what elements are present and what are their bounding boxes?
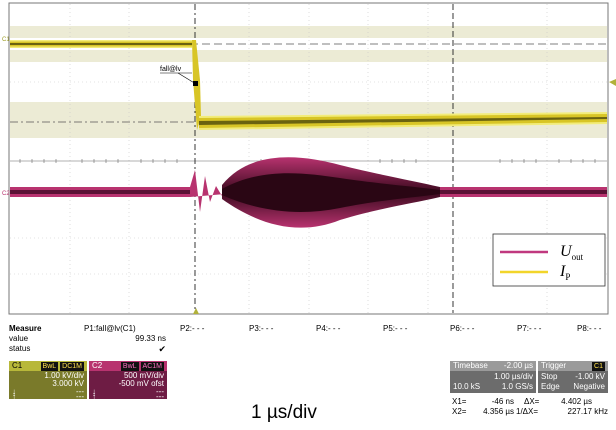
measure-row-label: value [9, 334, 29, 343]
c1-row4-value: --- [76, 392, 84, 401]
cursor-inv-dx-label: 1/ΔX= [516, 407, 539, 416]
c2-down-arrow-icon: ↓ [92, 387, 96, 396]
trigger-point-marker [160, 72, 198, 86]
legend-label-uout: Uout [560, 243, 584, 262]
c2-scale: 500 mV/div [123, 371, 164, 380]
waveform-display: C1 C2 fall@lv Uout IP [2, 2, 616, 315]
c2-offset: -500 mV ofst [118, 379, 164, 388]
time-scale-caption: 1 µs/div [251, 402, 317, 423]
measure-param-p3[interactable]: P3:- - - [249, 324, 274, 333]
measure-status-check-icon: ✔ [158, 344, 166, 354]
cursor-inv-dx-value: 227.17 kHz [567, 407, 608, 416]
cursor-x1-value: -46 ns [491, 397, 514, 406]
timebase-label: Timebase [453, 361, 488, 370]
c2-panel-label: C2 [92, 361, 103, 370]
measure-param-p1[interactable]: P1:fall@lv(C1) [84, 324, 136, 333]
c1-up-arrow-icon: ↑ [12, 392, 16, 401]
legend-label-ip: IP [559, 263, 570, 282]
timebase-samples: 10.0 kS [453, 382, 481, 391]
trigger-level: -1.00 kV [575, 372, 605, 381]
trigger-slope: Negative [573, 382, 605, 391]
trigger-time-arrow[interactable] [193, 308, 199, 314]
measure-row-label: status [9, 344, 31, 353]
measure-param-p2[interactable]: P2:- - - [180, 324, 205, 333]
timebase-rate: 1.0 GS/s [501, 382, 533, 391]
trigger-panel[interactable]: Trigger C1 Stop -1.00 kV Edge Negative [538, 361, 608, 393]
measure-param-p4[interactable]: P4:- - - [316, 324, 341, 333]
measure-title: Measure [9, 324, 42, 333]
c1-channel-panel[interactable]: C1 BwL DC1M 1.00 kV/div 3.000 kV ↓ --- ↑ --… [9, 361, 87, 401]
c2-marker[interactable]: C2 [2, 191, 10, 197]
c1-coupling-tag: DC1M [60, 362, 84, 371]
legend: Uout IP [492, 233, 606, 287]
c2-bwl-tag: BwL [120, 362, 139, 371]
c1-band [10, 26, 607, 38]
cursor-dx-label: ΔX= [524, 397, 540, 406]
trigger-marker-label: fall@lv [160, 66, 182, 73]
c2-coupling-tag: AC1M [140, 362, 164, 371]
c1-bwl-tag: BwL [40, 362, 59, 371]
c2-trace [10, 157, 607, 228]
c2-channel-panel[interactable]: C2 BwL AC1M 500 mV/div -500 mV ofst ↓ --- … [89, 361, 167, 401]
c2-row4-value: --- [156, 392, 164, 401]
cursor-x2-label: X2= [452, 407, 467, 416]
trigger-label: Trigger [541, 361, 567, 370]
c1-panel-label: C1 [12, 361, 23, 370]
c1-row3-value: --- [76, 387, 84, 396]
measure-value: 99.33 ns [135, 334, 166, 343]
trigger-type: Edge [541, 382, 560, 391]
c2-row3-value: --- [156, 387, 164, 396]
c1-down-arrow-icon: ↓ [12, 387, 16, 396]
measure-param-p8[interactable]: P8:- - - [577, 324, 602, 333]
c1-trace [10, 40, 607, 130]
timebase-delay: -2.00 µs [503, 361, 533, 370]
trigger-source-badge: C1 [592, 362, 605, 371]
timebase-panel[interactable]: Timebase -2.00 µs 1.00 µs/div 10.0 kS 1.0… [450, 361, 536, 393]
measure-param-p6[interactable]: P6:- - - [450, 324, 475, 333]
timebase-per-div: 1.00 µs/div [494, 372, 533, 381]
c1-band [10, 50, 607, 62]
c2-up-arrow-icon: ↑ [92, 392, 96, 401]
c1-scale: 1.00 kV/div [44, 371, 84, 380]
cursor-x1-label: X1= [452, 397, 467, 406]
c1-marker[interactable]: C1 [2, 37, 10, 43]
trigger-mode: Stop [541, 372, 558, 381]
measure-param-p5[interactable]: P5:- - - [383, 324, 408, 333]
cursor-dx-value: 4.402 µs [561, 397, 592, 406]
c1-offset: 3.000 kV [52, 379, 84, 388]
measure-param-p7[interactable]: P7:- - - [517, 324, 542, 333]
cursor-x2-value: 4.356 µs [483, 407, 514, 416]
trigger-level-arrow[interactable] [609, 79, 616, 86]
